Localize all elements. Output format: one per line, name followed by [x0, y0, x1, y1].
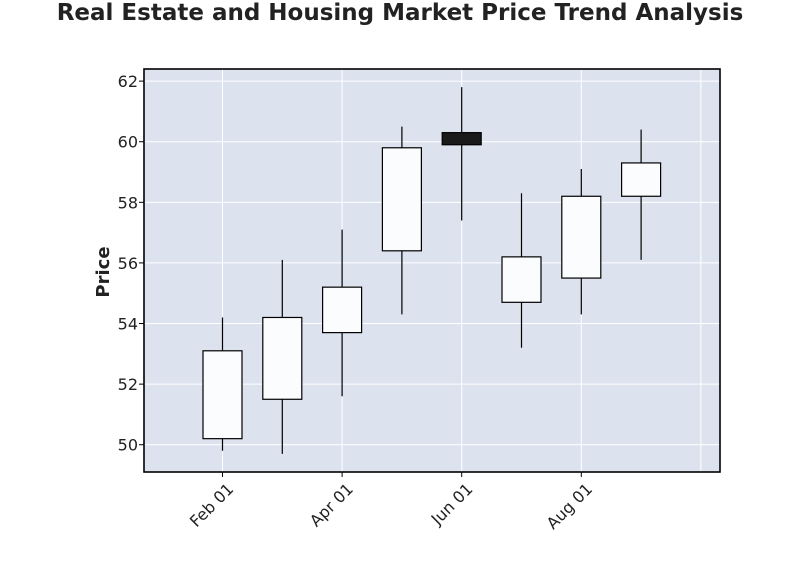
x-tick-label: Feb 01 [186, 479, 237, 530]
y-tick-label: 62 [118, 72, 138, 91]
y-tick-label: 50 [118, 436, 138, 455]
candle-body-up [502, 257, 541, 302]
y-tick-label: 54 [118, 315, 138, 334]
candle-body-up [562, 196, 601, 278]
candle-body-up [382, 148, 421, 251]
x-tick-label: Apr 01 [306, 479, 357, 530]
candle-body-up [323, 287, 362, 332]
candle-body-up [203, 351, 242, 439]
candle-body-down [442, 133, 481, 145]
x-tick-label: Jun 01 [427, 479, 477, 529]
y-tick-label: 56 [118, 254, 138, 273]
candle-body-up [622, 163, 661, 196]
y-tick-label: 60 [118, 133, 138, 152]
y-tick-label: 52 [118, 375, 138, 394]
x-axis-ticks: Feb 01 Apr 01 Jun 01 Aug 01 [186, 472, 596, 533]
y-axis-ticks: 50 52 54 56 58 60 62 [118, 72, 144, 455]
x-tick-label: Aug 01 [543, 479, 597, 533]
candle-body-up [263, 317, 302, 399]
chart-title: Real Estate and Housing Market Price Tre… [57, 0, 744, 26]
y-tick-label: 58 [118, 193, 138, 212]
y-axis-label: Price [93, 246, 114, 297]
